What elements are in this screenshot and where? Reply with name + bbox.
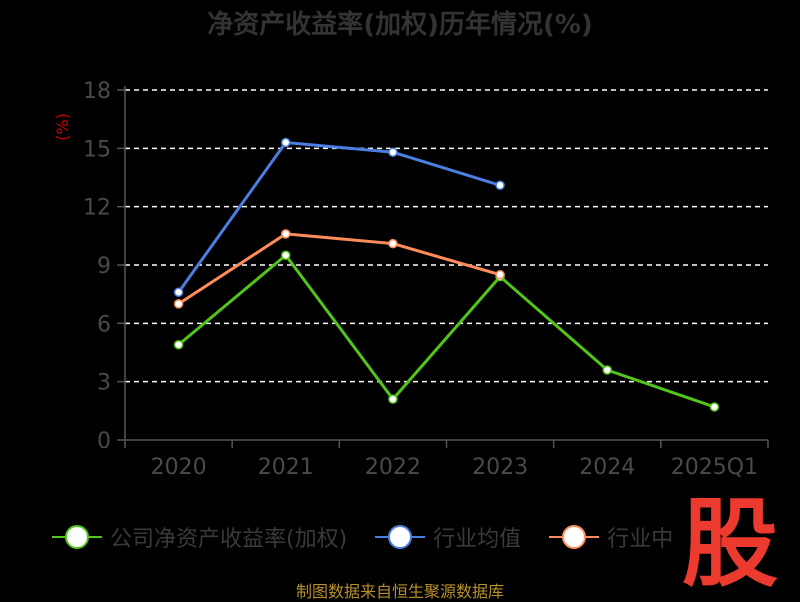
y-tick-label: 9 [97,254,111,279]
x-tick-label: 2023 [472,455,528,480]
data-point[interactable] [602,365,612,375]
data-point[interactable] [388,147,398,157]
legend-item-industry-mean[interactable]: 行业均值 [375,520,521,554]
legend-label: 行业中 [607,527,674,552]
source-note: 制图数据来自恒生聚源数据库 [295,582,504,601]
y-tick-label: 6 [97,312,111,337]
y-tick-label: 3 [97,371,111,396]
watermark-logo: 股 [682,488,778,600]
legend-item-company-roe[interactable]: 公司净资产收益率(加权) [52,520,347,554]
legend-swatch-orange [549,525,600,549]
grid-lines [125,89,768,383]
x-tick-label: 2020 [151,455,207,480]
data-point[interactable] [173,287,184,297]
series-line-0 [177,253,715,409]
data-point[interactable] [281,229,291,239]
chart-title: 净资产收益率(加权)历年情况(%) [207,10,593,40]
x-tick-label: 2025Q1 [671,455,758,480]
y-tick-label: 15 [83,137,111,162]
y-tick-label: 12 [83,196,111,221]
data-point[interactable] [173,299,184,309]
data-point[interactable] [388,394,398,404]
data-point[interactable] [709,402,720,412]
series-line-1 [177,141,501,294]
axes: 0 3 6 9 12 15 18 2020 2021 2022 2023 2024 2025Q1 [83,79,769,480]
x-tick-label: 2022 [365,455,421,480]
series-line-2 [177,232,501,306]
data-point[interactable] [173,339,184,350]
data-point[interactable] [388,238,398,249]
data-point[interactable] [281,250,291,261]
legend-label: 行业均值 [433,527,522,552]
x-tick-label: 2024 [579,455,635,480]
data-point[interactable] [495,180,505,191]
legend-label: 公司净资产收益率(加权) [110,527,348,552]
y-tick-label: 18 [83,79,111,104]
y-axis-label: (%) [53,113,72,141]
y-tick-label: 0 [97,429,111,454]
series-lines [173,137,720,412]
data-point[interactable] [495,269,505,280]
x-tick-label: 2021 [258,455,314,480]
chart-legend: 公司净资产收益率(加权) 行业均值 行业中 [52,520,701,554]
data-point[interactable] [281,137,291,148]
legend-swatch-green [52,525,102,549]
legend-swatch-blue [375,525,426,549]
legend-item-industry-median[interactable]: 行业中 [549,520,673,554]
